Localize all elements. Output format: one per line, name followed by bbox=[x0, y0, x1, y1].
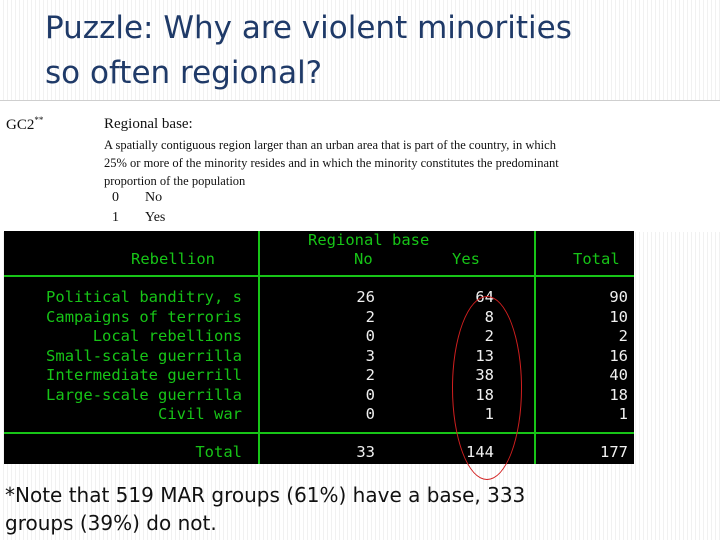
row-label: Small-scale guerrilla bbox=[46, 346, 242, 365]
yes-column-highlight bbox=[452, 296, 522, 480]
cell-no: 2 bbox=[365, 307, 375, 326]
col-group-header: Regional base bbox=[308, 231, 430, 249]
option-value-0: 0 bbox=[112, 190, 119, 205]
total-no: 33 bbox=[356, 443, 375, 461]
header-separator bbox=[4, 275, 634, 277]
cell-total: 2 bbox=[618, 327, 628, 345]
variable-code-text: GC2 bbox=[6, 117, 35, 133]
footnote: *Note that 519 MAR groups (61%) have a b… bbox=[5, 481, 715, 537]
total-row-label: Total bbox=[195, 443, 242, 461]
row-label: Civil war bbox=[158, 405, 242, 423]
cell-no: 0 bbox=[365, 385, 375, 404]
row-label: Political banditry, s bbox=[46, 288, 242, 306]
total-separator bbox=[4, 432, 634, 434]
row-label: Intermediate guerrill bbox=[46, 366, 242, 384]
slide-title-line-2: so often regional? bbox=[45, 55, 323, 91]
cell-no: 3 bbox=[365, 346, 375, 365]
codebook-excerpt: GC2** Regional base: A spatially contigu… bbox=[0, 100, 720, 232]
row-label: Local rebellions bbox=[92, 327, 242, 345]
col-header-yes: Yes bbox=[452, 250, 480, 268]
definition-line-2: 25% or more of the minority resides and … bbox=[104, 156, 559, 170]
total-grand: 177 bbox=[600, 443, 628, 461]
cell-total: 18 bbox=[609, 385, 628, 404]
cell-total: 1 bbox=[618, 405, 628, 423]
cell-total: 16 bbox=[609, 346, 628, 365]
variable-definition: A spatially contiguous region larger tha… bbox=[104, 136, 674, 190]
col-header-no: No bbox=[354, 250, 373, 268]
row-label-divider bbox=[258, 231, 260, 464]
option-label-yes: Yes bbox=[145, 210, 166, 225]
cell-no: 2 bbox=[365, 366, 375, 384]
cell-no: 26 bbox=[356, 288, 375, 306]
col-header-total: Total bbox=[573, 250, 620, 268]
option-label-no: No bbox=[145, 190, 163, 205]
variable-heading: Regional base: bbox=[104, 116, 193, 132]
definition-line-3: proportion of the population bbox=[104, 174, 246, 188]
cell-no: 0 bbox=[365, 405, 375, 423]
cell-total: 10 bbox=[609, 307, 628, 326]
cell-no: 0 bbox=[365, 327, 375, 345]
footnote-line-1: *Note that 519 MAR groups (61%) have a b… bbox=[5, 483, 526, 507]
total-col-divider bbox=[534, 231, 536, 464]
cell-total: 90 bbox=[609, 288, 628, 306]
crosstab-table: Regional base Rebellion No Yes Total Pol… bbox=[4, 231, 634, 464]
footnote-line-2: groups (39%) do not. bbox=[5, 511, 217, 535]
variable-code: GC2** bbox=[6, 115, 43, 134]
option-value-1: 1 bbox=[112, 210, 119, 225]
variable-code-mark: ** bbox=[34, 115, 44, 125]
slide-title: Puzzle: Why are violent minorities so of… bbox=[45, 6, 705, 96]
row-label: Campaigns of terroris bbox=[46, 307, 242, 326]
cell-total: 40 bbox=[609, 366, 628, 384]
slide-title-line-1: Puzzle: Why are violent minorities bbox=[45, 10, 572, 46]
definition-line-1: A spatially contiguous region larger tha… bbox=[104, 138, 556, 152]
row-var-header: Rebellion bbox=[131, 250, 215, 268]
row-label: Large-scale guerrilla bbox=[46, 385, 242, 404]
